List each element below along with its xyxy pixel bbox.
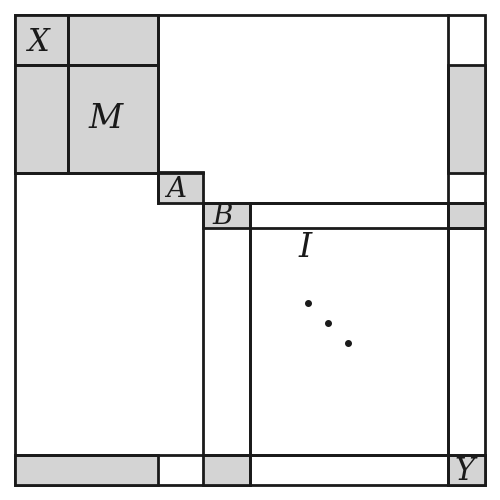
Text: M: M [88,103,122,134]
Bar [448,202,485,228]
Bar [448,455,485,485]
Text: B: B [212,204,233,231]
Bar [158,172,202,203]
Text: A: A [166,176,186,204]
Bar [15,65,68,172]
Bar [250,202,448,455]
Bar [15,455,158,485]
Bar [15,15,68,65]
Text: Y: Y [454,456,474,487]
Bar [68,65,158,172]
Bar [448,65,485,172]
Text: X: X [28,27,50,58]
Bar [68,15,158,65]
Text: I: I [298,232,312,264]
Bar [202,202,250,228]
Bar [202,455,250,485]
